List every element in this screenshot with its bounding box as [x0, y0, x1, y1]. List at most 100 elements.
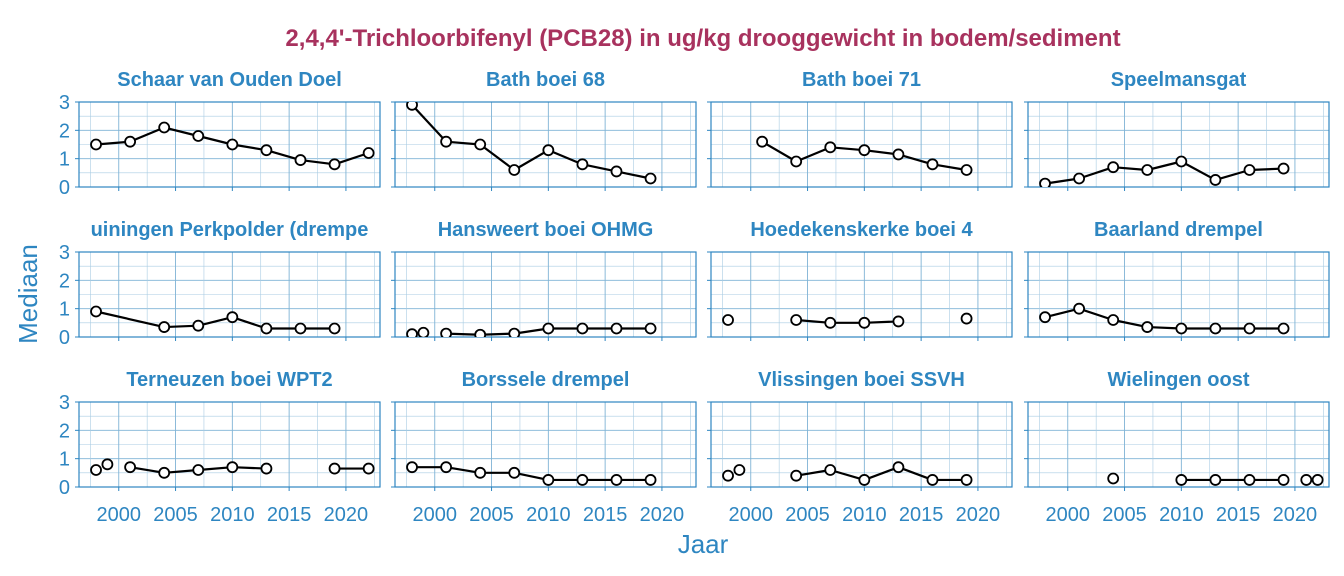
data-point [1073, 302, 1086, 315]
series-segment [795, 146, 831, 163]
data-point [440, 135, 453, 148]
data-point [362, 462, 375, 475]
panel-title: Bath boei 68 [486, 69, 605, 91]
data-point [406, 461, 418, 474]
data-point [406, 102, 418, 111]
panel-3: Bath boei 71 [707, 69, 1013, 191]
data-point [474, 466, 487, 479]
data-point [790, 314, 803, 326]
data-point [960, 312, 973, 325]
series-segment [231, 316, 267, 330]
panel-grid [395, 252, 696, 337]
data-point [1243, 474, 1256, 486]
panel-series [406, 461, 657, 486]
data-point [610, 165, 623, 178]
data-point [90, 138, 102, 151]
series-segment [1180, 160, 1216, 181]
data-point [1311, 474, 1324, 486]
data-point [1107, 314, 1120, 326]
data-point [474, 328, 487, 337]
data-point [542, 144, 555, 157]
panel-border [1027, 101, 1330, 188]
data-point [1175, 474, 1188, 486]
x-tick-label: 2005 [469, 504, 514, 526]
y-tick-label: 0 [59, 177, 70, 199]
data-point [542, 474, 555, 486]
y-tick-label: 3 [59, 392, 70, 414]
data-point [960, 164, 973, 176]
panel-border [78, 401, 381, 488]
data-point [790, 155, 803, 168]
data-point [1141, 321, 1154, 333]
data-point [1209, 474, 1222, 486]
x-tick-label: 2015 [899, 504, 944, 526]
panel-title: Wielingen oost [1107, 369, 1249, 391]
panel-border [1027, 251, 1330, 338]
data-point [294, 154, 307, 166]
panel-title: Speelmansgat [1111, 69, 1247, 91]
panel-series [406, 102, 657, 185]
data-point [858, 144, 871, 157]
data-point [960, 474, 973, 486]
panel-grid [79, 252, 380, 337]
panel-8: Baarland drempel [1024, 219, 1330, 341]
x-tick-label: 2010 [842, 504, 887, 526]
panel-title: uiningen Perkpolder (drempe [91, 219, 369, 241]
data-point [1175, 155, 1188, 168]
x-tick-label: 2000 [1046, 504, 1091, 526]
x-tick-label: 2020 [1273, 504, 1318, 526]
x-tick-label: 2010 [1159, 504, 1204, 526]
data-point [440, 327, 453, 337]
data-point [892, 461, 905, 474]
data-point [926, 158, 939, 171]
panel-series [90, 305, 341, 335]
data-point [576, 322, 589, 335]
data-point [226, 138, 239, 151]
panel-title: Hoedekenskerke boei 4 [750, 219, 973, 241]
panel-series [1039, 302, 1290, 335]
data-point [90, 464, 102, 476]
series-segment [1215, 168, 1250, 181]
panel-grid [1028, 402, 1329, 487]
data-point [440, 461, 453, 474]
panel-4: Speelmansgat [1024, 69, 1330, 191]
series-segment [898, 153, 933, 166]
panel-series [722, 312, 973, 329]
panel-title: Schaar van Ouden Doel [117, 69, 342, 91]
data-point [824, 316, 837, 329]
data-point [417, 326, 430, 337]
data-point [1039, 177, 1051, 187]
data-point [858, 316, 871, 329]
data-point [722, 469, 734, 482]
panel-border [394, 101, 697, 188]
data-point [1277, 322, 1290, 335]
panel-7: Hoedekenskerke boei 4 [707, 219, 1013, 341]
panel-12: Wielingen oost 2000 2005 2010 2015 2020 [1024, 369, 1330, 526]
series-segment [95, 310, 165, 329]
panel-grid [711, 402, 1012, 487]
data-point [892, 315, 905, 328]
series-segment [863, 466, 899, 481]
panel-grid [711, 252, 1012, 337]
data-point [508, 466, 521, 479]
data-point [158, 466, 171, 479]
panel-border [1027, 401, 1330, 488]
x-tick-label: 2020 [956, 504, 1001, 526]
x-tick-label: 2000 [729, 504, 774, 526]
panel-series [406, 322, 657, 337]
data-point [406, 328, 418, 337]
data-point [158, 121, 171, 134]
data-point [508, 164, 521, 176]
data-point [1175, 322, 1188, 335]
panel-grid [711, 102, 1012, 187]
y-tick-label: 2 [59, 120, 70, 142]
data-point [824, 464, 837, 476]
x-tick-label: 2015 [1216, 504, 1261, 526]
data-point [328, 462, 341, 475]
panel-title: Hansweert boei OHMG [438, 219, 654, 241]
data-point [1277, 474, 1290, 486]
series-segment [129, 126, 165, 143]
data-point [226, 461, 239, 474]
series-segment [547, 149, 583, 166]
data-point [610, 322, 623, 335]
